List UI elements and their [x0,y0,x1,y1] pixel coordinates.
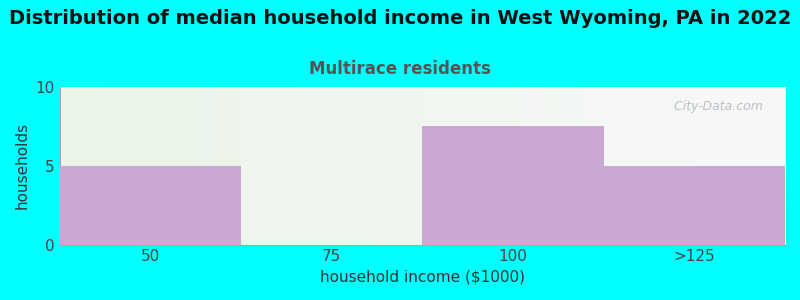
Y-axis label: households: households [15,122,30,209]
Bar [422,126,604,244]
Bar [604,166,785,244]
Text: Multirace residents: Multirace residents [309,60,491,78]
X-axis label: household income ($1000): household income ($1000) [320,270,525,285]
Bar [60,166,241,244]
Text: City-Data.com: City-Data.com [666,100,763,112]
Text: Distribution of median household income in West Wyoming, PA in 2022: Distribution of median household income … [9,9,791,28]
